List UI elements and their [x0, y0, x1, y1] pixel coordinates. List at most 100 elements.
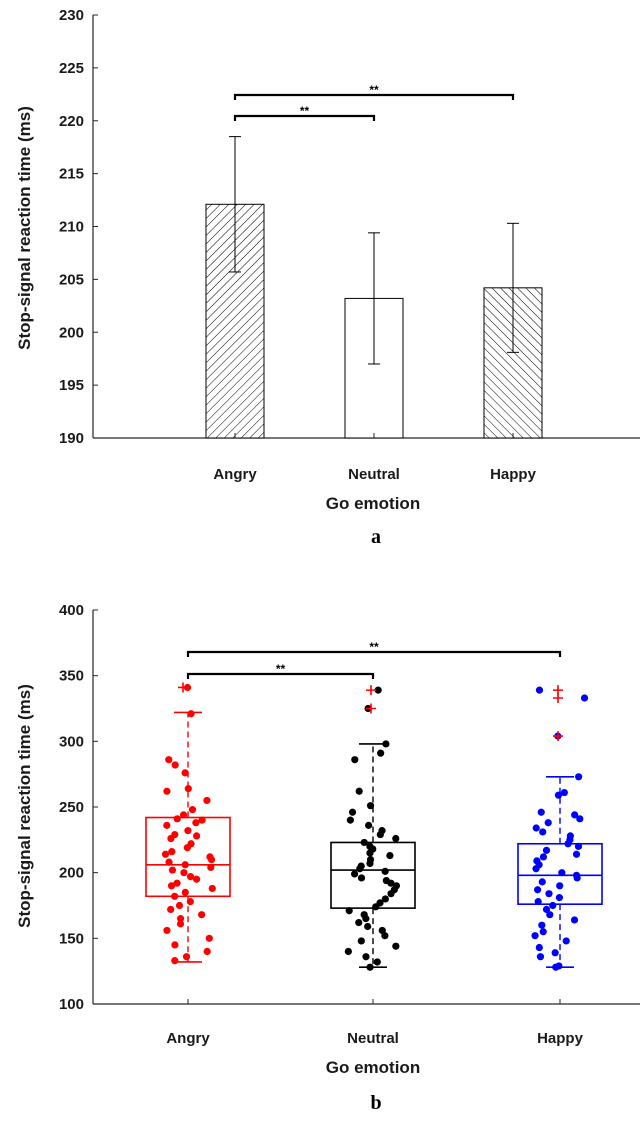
panel-b-data-point: [168, 866, 177, 874]
panel-b-data-point: [552, 963, 560, 971]
panel-b-data-point: [392, 942, 400, 950]
panel-b-data-point: [345, 907, 353, 915]
panel-b-data-point: [192, 819, 200, 827]
panel-a-y-tick-label: 230: [59, 7, 84, 24]
panel-b-data-point: [539, 853, 548, 861]
panel-b-data-point: [364, 922, 372, 931]
panel-b-data-point: [203, 796, 211, 805]
panel-a-bar-chart: 190 195 200 205 210 215 220 225 230 Angry Neutral H…: [59, 7, 640, 483]
panel-b-data-point: [365, 821, 373, 829]
panel-b-data-point: [549, 901, 557, 910]
panel-b-data-point: [171, 761, 179, 769]
panel-b-data-point: [182, 953, 191, 961]
panel-b-data-point: [538, 921, 546, 929]
panel-b-y-tick-label: 400: [59, 602, 84, 619]
panel-b-data-point: [167, 905, 175, 914]
panel-b-data-point: [167, 882, 176, 890]
panel-b-data-point: [387, 879, 395, 887]
panel-b-data-point: [192, 875, 201, 883]
panel-a-x-tick-label: Happy: [490, 466, 537, 483]
panel-b-data-point: [374, 686, 382, 694]
panel-b-data-point: [348, 808, 357, 816]
panel-b-data-point: [366, 859, 374, 868]
panel-b-data-point: [574, 842, 583, 851]
panel-b-data-point: [554, 791, 563, 799]
panel-b-data-point: [165, 858, 173, 866]
panel-b-data-point: [555, 894, 564, 902]
panel-b-data-point: [171, 957, 179, 965]
panel-b-data-point: [208, 884, 216, 893]
panel-b-data-point: [551, 949, 559, 957]
panel-b-data-point: [570, 916, 579, 924]
panel-b-outlier-marker: [553, 731, 563, 742]
panel-b-significance-bracket: [186, 650, 562, 657]
panel-b-outlier-marker: [366, 685, 376, 696]
panel-b-data-point: [366, 963, 374, 971]
panel-b-x-tick-label: Neutral: [347, 1030, 399, 1047]
panel-b-outlier-marker: [178, 682, 188, 693]
panel-b-data-point: [192, 832, 201, 840]
panel-b-significance-bracket: [186, 672, 375, 679]
panel-b-data-point: [381, 867, 389, 875]
panel-b-data-point: [546, 911, 554, 919]
panel-a-y-tick-label: 225: [59, 60, 84, 77]
panel-b-data-point: [175, 901, 184, 910]
panel-b-data-point: [580, 694, 589, 702]
panel-b-data-point: [573, 874, 581, 882]
panel-b-data-point: [176, 915, 185, 923]
panel-b-data-point: [532, 865, 540, 873]
panel-b-data-point: [534, 886, 542, 894]
panel-b-data-point: [207, 855, 216, 864]
panel-b-data-point: [392, 834, 400, 843]
panel-b-data-point: [187, 710, 195, 718]
panel-b-data-point: [173, 815, 181, 823]
panel-b-y-tick-label: 350: [59, 668, 84, 685]
panel-a-ylabel: Stop-signal reaction time (ms): [15, 106, 34, 350]
panel-a-y-tick-label: 215: [59, 166, 84, 183]
panel-b-data-point: [377, 749, 385, 757]
panel-b-data-point: [351, 756, 359, 764]
panel-b-y-tick-label: 300: [59, 733, 84, 750]
panel-b-data-point: [198, 816, 206, 824]
panel-b-data-point: [535, 686, 544, 694]
panel-b-data-point: [544, 819, 552, 827]
panel-b-significance-label: **: [369, 640, 379, 654]
panel-b-data-point: [576, 815, 584, 823]
panel-b-data-point: [539, 928, 547, 936]
panel-b-data-point: [366, 802, 375, 810]
panel-b-data-point: [344, 947, 352, 956]
panel-b-data-point: [558, 869, 566, 877]
panel-b-data-point: [386, 851, 394, 860]
panel-b-data-point: [207, 863, 215, 872]
panel-b-data-point: [181, 769, 189, 777]
panel-b-box: [517, 842, 603, 905]
panel-b-data-point: [168, 848, 176, 856]
panel-b-data-point: [362, 953, 370, 961]
panel-b-data-point: [355, 918, 363, 927]
panel-a-y-tick-label: 195: [59, 377, 84, 394]
panel-b-data-point: [184, 785, 192, 793]
panel-b-data-point: [163, 926, 171, 935]
panel-b-significance-label: **: [276, 662, 286, 676]
panel-b-box-plot: 100 150 200 250 300 350 400 Angry Neutral Happy **…: [59, 602, 640, 1047]
panel-b-data-point: [564, 840, 572, 848]
panel-b-data-point: [536, 953, 545, 961]
panel-b-data-point: [366, 849, 374, 857]
panel-b-data-point: [562, 937, 570, 945]
panel-b-data-point: [184, 827, 192, 835]
panel-b-data-point: [571, 811, 579, 819]
panel-a-y-tick-label: 205: [59, 271, 84, 288]
panel-b-data-point: [357, 937, 365, 945]
panel-b-letter: b: [370, 1092, 381, 1114]
panel-b-data-point: [171, 941, 179, 949]
panel-b-data-point: [203, 947, 211, 956]
panel-b-outlier-marker: [553, 692, 563, 703]
panel-b-y-tick-label: 100: [59, 996, 84, 1013]
panel-b-data-point: [165, 756, 173, 764]
panel-b-data-point: [372, 903, 380, 911]
panel-b-data-point: [183, 844, 191, 852]
panel-b-data-point: [176, 920, 185, 928]
panel-b-data-point: [575, 773, 583, 781]
panel-b-data-point: [534, 897, 542, 906]
panel-b-y-tick-label: 150: [59, 930, 84, 947]
